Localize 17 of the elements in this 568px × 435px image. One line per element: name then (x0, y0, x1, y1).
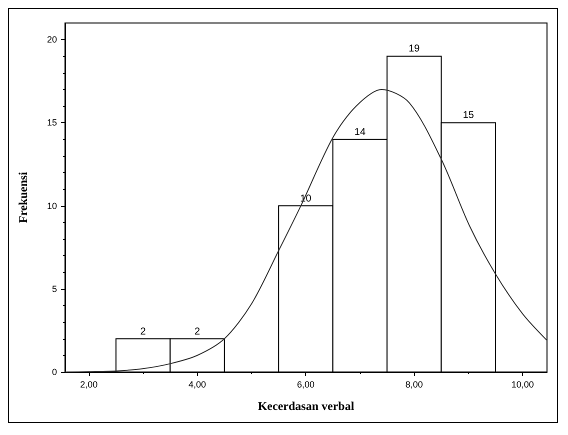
y-axis-title: Frekuensi (16, 171, 30, 224)
x-tick-label: 6,00 (296, 380, 314, 390)
y-tick-label: 20 (46, 34, 57, 45)
data-label: 2 (140, 326, 146, 338)
data-label: 2 (194, 326, 201, 338)
x-tick-label: 8,00 (405, 380, 423, 390)
x-tick-label: 10,00 (511, 380, 534, 390)
y-tick-label: 10 (46, 200, 57, 211)
y-tick-label: 0 (52, 367, 57, 377)
x-tick-label: 4,00 (188, 380, 206, 390)
data-label: 19 (408, 44, 420, 55)
y-tick-label: 5 (52, 284, 57, 294)
x-tick-label: 2,00 (80, 380, 98, 390)
y-tick-label: 15 (46, 118, 57, 128)
x-axis-title: Kecerdasan verbal (258, 399, 355, 413)
data-label: 15 (462, 110, 474, 122)
data-label: 14 (354, 126, 366, 138)
